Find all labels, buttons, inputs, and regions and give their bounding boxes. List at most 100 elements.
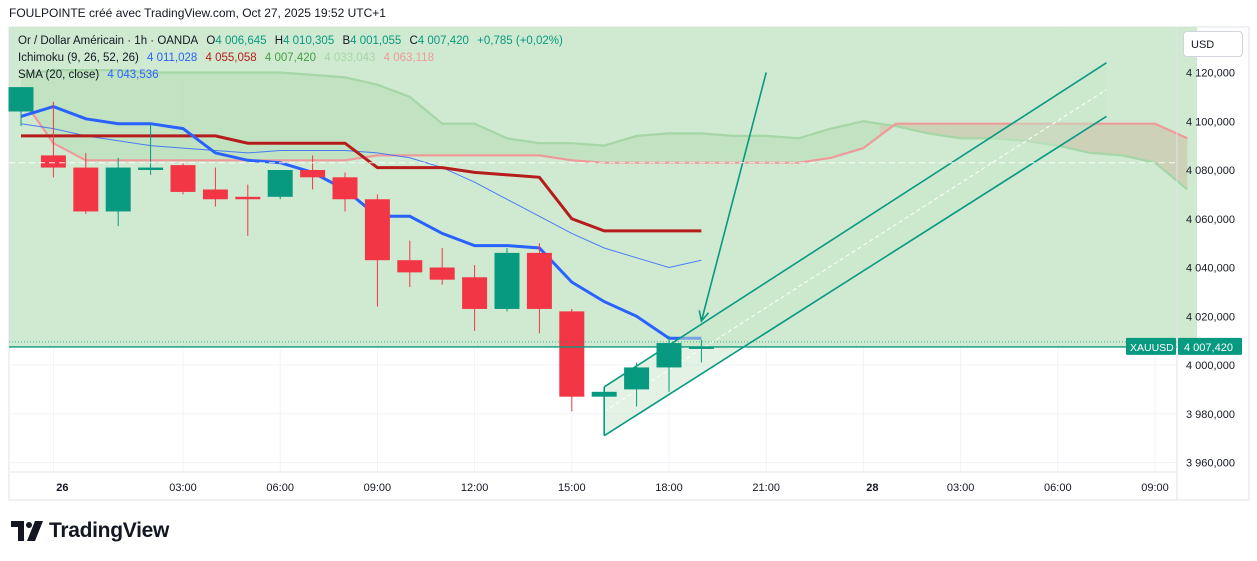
candle-body <box>105 167 131 212</box>
time-axis-label: 12:00 <box>461 482 489 494</box>
candle-body <box>624 367 650 390</box>
candle-body <box>235 196 261 200</box>
tradingview-logo: TradingView <box>11 519 169 543</box>
price-tag-symbol-bg <box>1126 337 1176 355</box>
candle-body <box>364 199 390 261</box>
time-axis-label: 26 <box>56 482 68 494</box>
price-axis-label: 4 080,000 <box>1186 165 1235 177</box>
legend-ichimoku-span-a: 4 033,043 <box>324 52 376 64</box>
price-tag-value-bg <box>1178 337 1242 355</box>
price-tag-symbol: XAUUSD <box>1130 342 1174 354</box>
candle <box>429 248 455 285</box>
candle <box>462 265 488 331</box>
candle-body <box>591 391 617 397</box>
price-axis-label: 4 120,000 <box>1186 68 1235 80</box>
candle-body <box>494 252 520 309</box>
price-axis-label: 4 020,000 <box>1186 311 1235 323</box>
candle-body <box>526 252 552 309</box>
sma-line <box>20 123 702 269</box>
time-axis-label: 28 <box>866 482 878 494</box>
candle <box>267 170 293 200</box>
arrow-head <box>698 310 710 323</box>
arrow-shaft <box>700 72 767 322</box>
legend-change: +0,785 (+0,02%) <box>477 35 563 47</box>
candle-body <box>300 170 326 178</box>
candle-body <box>73 167 99 212</box>
price-axis-label: 3 980,000 <box>1186 409 1235 421</box>
currency-button[interactable]: USD <box>1183 31 1243 57</box>
candle <box>40 101 66 178</box>
candle-body <box>429 267 455 280</box>
time-axis-label: 15:00 <box>558 482 586 494</box>
time-axis-label: 03:00 <box>947 482 975 494</box>
candle <box>332 172 358 212</box>
candle <box>526 243 552 334</box>
time-axis-label: 09:00 <box>1141 482 1169 494</box>
candle-body <box>332 177 358 200</box>
candle-body <box>688 346 714 349</box>
price-axis-label: 4 040,000 <box>1186 263 1235 275</box>
legend-sma: SMA (20, close) 4 043,536 <box>18 69 164 81</box>
parallel-channel[interactable] <box>603 62 1107 437</box>
candle <box>105 157 131 227</box>
candle-body <box>559 311 585 397</box>
time-axis-label: 21:00 <box>752 482 780 494</box>
candle <box>591 389 617 402</box>
candle <box>300 155 326 190</box>
legend-sma-label: SMA (20, close) <box>18 69 100 81</box>
current-price-line <box>9 162 1177 348</box>
price-axis-label: 3 960,000 <box>1186 458 1235 470</box>
candle <box>559 308 585 412</box>
price-axis-label: 4 060,000 <box>1186 214 1235 226</box>
time-axis-label: 09:00 <box>364 482 392 494</box>
candle-body <box>462 277 488 309</box>
channel-fill <box>604 62 1107 436</box>
cloud-band-bearish <box>879 123 1188 190</box>
candle-body <box>40 155 66 168</box>
candle-body <box>8 87 34 112</box>
span-b-line <box>20 96 1188 164</box>
time-axis-label: 06:00 <box>1044 482 1072 494</box>
candle <box>494 248 520 312</box>
time-axis-label: 03:00 <box>169 482 197 494</box>
channel-mid-line <box>603 89 1107 412</box>
legend-open: O4 006,645 <box>206 35 267 47</box>
cloud-background <box>9 27 1198 347</box>
candle-body <box>267 170 293 197</box>
time-axis-label: 06:00 <box>266 482 294 494</box>
candle <box>170 162 196 195</box>
channel-upper-line <box>603 62 1107 388</box>
legend-sma-value: 4 043,536 <box>107 69 159 81</box>
candle <box>8 87 34 127</box>
price-axis[interactable]: 4 120,000 4 100,000 4 080,000 4 060,000 4 04… <box>1126 27 1242 500</box>
legend-symbol: Or / Dollar Américain · 1h · OANDA <box>18 35 199 47</box>
chart-header-title: FOULPOINTE créé avec TradingView.com, Oc… <box>9 6 386 20</box>
tradingview-logo-icon <box>11 521 43 541</box>
legend-low: B4 001,055 <box>342 35 402 47</box>
price-axis-label: 4 000,000 <box>1186 360 1235 372</box>
price-tag: XAUUSD 4 007,420 <box>1126 337 1242 355</box>
legend-ichimoku-tenkan: 4 011,028 <box>147 52 198 64</box>
price-axis-label: 4 100,000 <box>1186 116 1235 128</box>
candle <box>364 194 390 307</box>
ichimoku-cloud <box>9 27 1198 347</box>
legend-ichimoku-kijun: 4 055,058 <box>205 52 257 64</box>
candle-body <box>397 260 423 273</box>
time-axis-label: 18:00 <box>655 482 683 494</box>
candle <box>688 339 714 363</box>
legend-ohlc: Or / Dollar Américain · 1h · OANDA O4 00… <box>18 35 568 47</box>
candle-body <box>202 189 228 200</box>
candle <box>138 123 164 175</box>
legend-ichimoku: Ichimoku (9, 26, 52, 26) 4 011,028 4 055… <box>18 52 439 64</box>
time-axis[interactable]: 26 03:00 06:00 09:00 12:00 15:00 18:00 21:00 28 0… <box>9 471 1177 494</box>
candle <box>235 184 261 236</box>
candle <box>73 152 99 214</box>
legend-ichimoku-label: Ichimoku (9, 26, 52, 26) <box>18 52 139 64</box>
legend-high: H4 010,305 <box>274 35 335 47</box>
candles <box>8 87 714 412</box>
candle-body <box>138 167 164 170</box>
candle <box>397 240 423 287</box>
legend-ichimoku-chikou: 4 007,420 <box>264 52 317 64</box>
candle <box>202 167 228 207</box>
